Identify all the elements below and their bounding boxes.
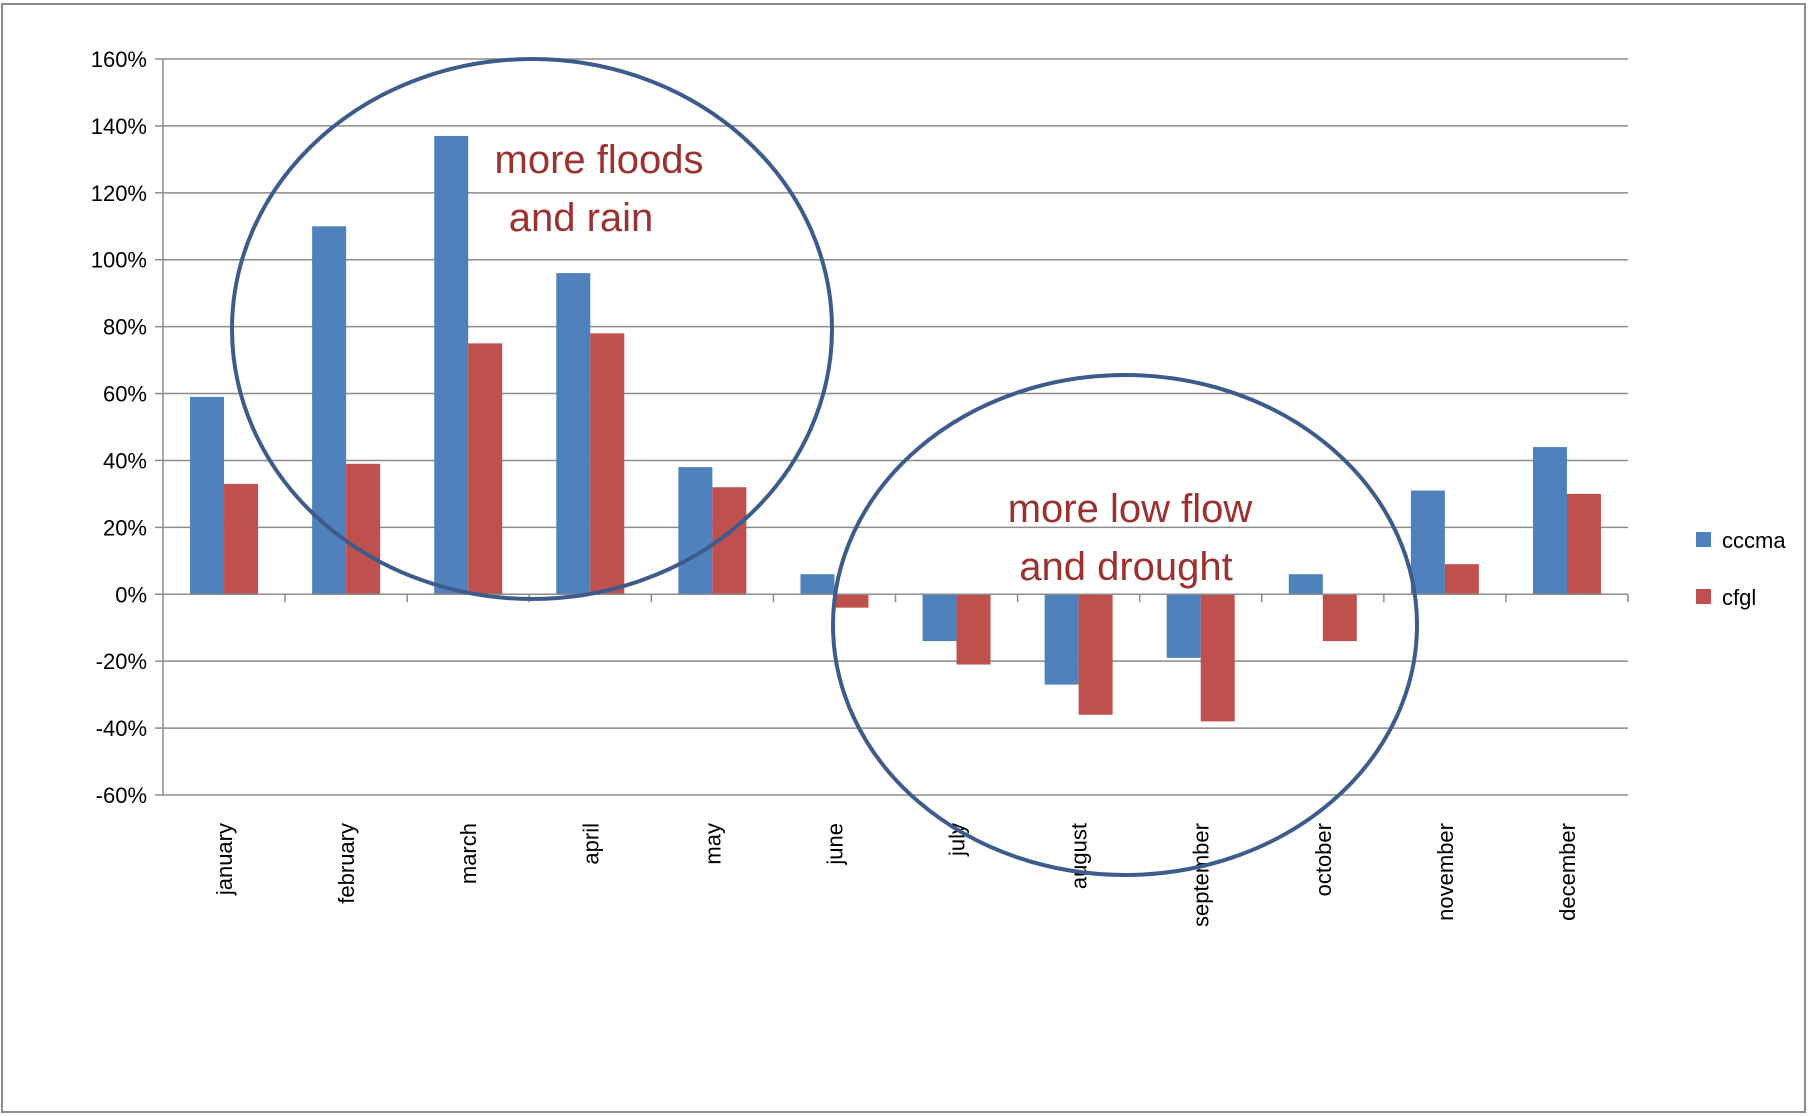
annotation-text: more floods	[495, 138, 704, 182]
x-tick-label: december	[1555, 823, 1580, 921]
bar-cfgl-october	[1322, 594, 1357, 642]
bar-cfgl-april	[590, 333, 625, 595]
bar-cfgl-march	[468, 343, 503, 595]
y-tick-label: -60%	[96, 783, 147, 808]
bar-cfgl-september	[1200, 594, 1235, 722]
y-tick-label: 120%	[91, 181, 147, 206]
x-tick-label: may	[700, 823, 725, 865]
bar-cfgl-july	[956, 594, 991, 665]
bar-cccma-may	[678, 467, 713, 595]
x-tick-label: april	[578, 823, 603, 865]
x-tick-label: october	[1311, 823, 1336, 896]
annotation-text: and rain	[509, 196, 654, 240]
bar-cccma-august	[1044, 594, 1079, 685]
grid-layer	[163, 58, 1628, 796]
bar-cccma-june	[800, 574, 835, 595]
y-tick-label: -40%	[96, 716, 147, 741]
label-layer: -60% -40% -20% 0% 20% 40% 60% 80% 100% 120% 140% 16…	[91, 47, 1580, 927]
x-tick-label: march	[456, 823, 481, 884]
bar-layer	[190, 135, 1601, 722]
legend-label-cfgl: cfgl	[1722, 585, 1756, 610]
annotation-ellipse	[831, 373, 1419, 877]
bar-cfgl-november	[1444, 564, 1479, 595]
y-tick-label: 140%	[91, 114, 147, 139]
legend: cccma cfgl	[1696, 528, 1786, 610]
legend-swatch-cccma	[1696, 532, 1711, 547]
legend-label-cccma: cccma	[1722, 528, 1786, 553]
bar-chart: -60% -40% -20% 0% 20% 40% 60% 80% 100% 120% 140% 16…	[91, 47, 1787, 927]
annotation-layer: more floods and rain more low flow and drou…	[230, 57, 1419, 877]
bar-cccma-december	[1532, 447, 1567, 595]
legend-swatch-cfgl	[1696, 589, 1711, 604]
y-tick-label: 20%	[103, 515, 147, 540]
bar-cccma-september	[1166, 594, 1201, 658]
y-tick-label: 60%	[103, 382, 147, 407]
bar-cfgl-december	[1566, 493, 1601, 595]
y-tick-label: 100%	[91, 248, 147, 273]
bar-cfgl-june	[834, 594, 869, 608]
y-tick-label: 160%	[91, 47, 147, 72]
bar-cccma-july	[922, 594, 957, 642]
bar-cccma-april	[556, 273, 591, 595]
bar-cccma-march	[434, 135, 469, 595]
y-tick-label: 80%	[103, 315, 147, 340]
bar-cfgl-january	[224, 483, 259, 595]
y-tick-label: -20%	[96, 649, 147, 674]
bar-cfgl-august	[1078, 594, 1113, 715]
annotation-text: and drought	[1019, 545, 1233, 589]
bar-cccma-february	[312, 226, 347, 595]
x-tick-label: june	[822, 823, 847, 866]
y-tick-label: 40%	[103, 448, 147, 473]
bar-cfgl-february	[346, 463, 381, 595]
x-tick-label: january	[212, 823, 237, 896]
x-tick-label: september	[1189, 823, 1214, 927]
axis-layer	[155, 58, 1629, 796]
x-tick-label: november	[1433, 823, 1458, 921]
chart-frame: -60% -40% -20% 0% 20% 40% 60% 80% 100% 120% 140% 16…	[1, 3, 1806, 1113]
x-tick-label: february	[334, 823, 359, 904]
annotation-text: more low flow	[1008, 487, 1253, 531]
y-tick-label: 0%	[115, 582, 147, 607]
bar-cccma-january	[190, 396, 225, 595]
annotation-ellipse	[230, 57, 834, 601]
x-tick-label: august	[1067, 823, 1092, 889]
bar-cccma-october	[1288, 574, 1323, 595]
bar-cccma-november	[1410, 490, 1445, 595]
